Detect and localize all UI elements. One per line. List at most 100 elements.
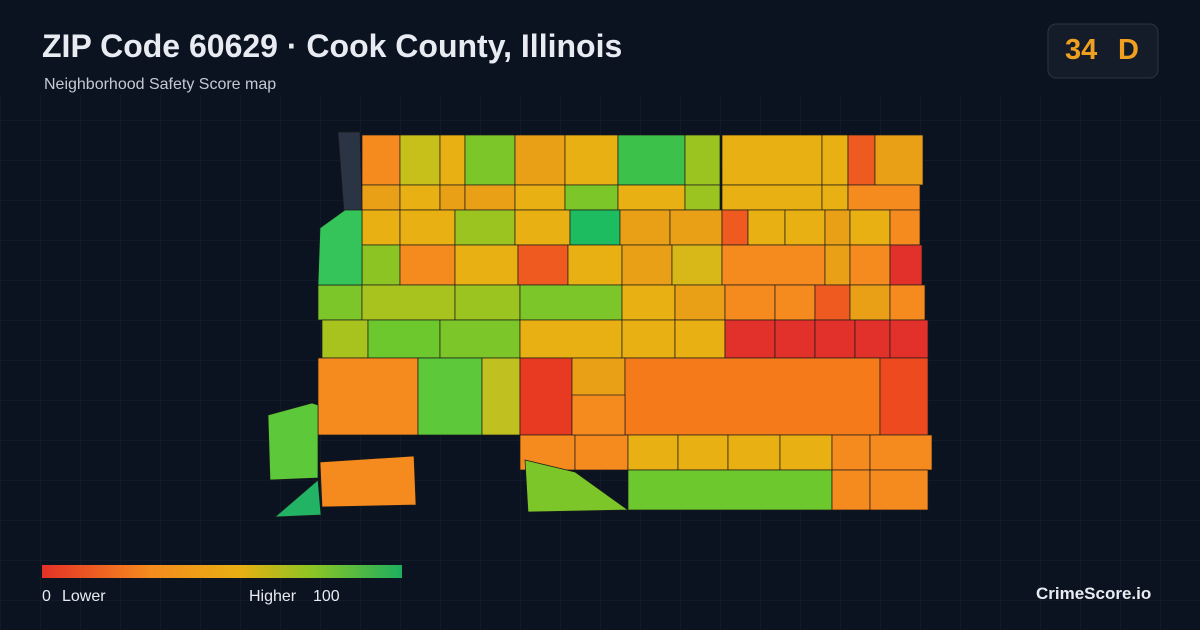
map-block: [684, 134, 721, 186]
map-block: [317, 209, 363, 286]
map-block: [721, 209, 749, 246]
subtitle: Neighborhood Safety Score map: [44, 76, 277, 93]
map-block: [267, 402, 319, 481]
map-block: [724, 319, 776, 359]
map-block: [564, 134, 619, 186]
map-block: [621, 284, 676, 321]
map-block: [824, 244, 851, 286]
map-block: [514, 184, 566, 211]
legend-min-label: Lower: [62, 588, 106, 605]
map-block: [481, 357, 521, 436]
map-block: [889, 209, 921, 246]
legend-max: 100: [313, 588, 340, 605]
map-block: [317, 357, 419, 436]
map-block: [439, 134, 466, 186]
map-block: [831, 434, 871, 471]
map-block: [627, 434, 679, 471]
map-block: [361, 184, 401, 211]
map-block: [321, 319, 369, 359]
map-block: [721, 134, 823, 186]
map-block: [774, 319, 816, 359]
map-block: [361, 209, 401, 246]
legend-max-label: Higher: [249, 588, 297, 605]
title: ZIP Code 60629 · Cook County, Illinois: [42, 28, 623, 64]
map-block: [814, 319, 856, 359]
map-block: [564, 184, 619, 211]
map-block: [831, 469, 871, 511]
map-block: [454, 244, 519, 286]
map-block: [619, 209, 671, 246]
map-block: [399, 244, 456, 286]
map-block: [361, 244, 401, 286]
map-block: [464, 184, 516, 211]
map-block: [439, 184, 466, 211]
map-block: [399, 209, 456, 246]
map-block: [821, 134, 849, 186]
map-block: [774, 284, 816, 321]
map-block: [869, 469, 929, 511]
map-block: [439, 319, 521, 359]
map-block: [674, 319, 726, 359]
map-block: [417, 357, 483, 436]
map-block: [621, 319, 676, 359]
map-block: [854, 319, 891, 359]
map-block: [684, 184, 721, 211]
map-block: [847, 184, 921, 211]
map-block: [889, 244, 923, 286]
map-block: [821, 184, 849, 211]
map-block: [824, 209, 851, 246]
map-block: [747, 209, 786, 246]
score-grade: D: [1118, 34, 1139, 66]
map-block: [727, 434, 781, 471]
map-block: [889, 284, 926, 321]
map-block: [274, 479, 322, 518]
map-block: [849, 244, 891, 286]
map-block: [514, 209, 571, 246]
map-block: [779, 434, 833, 471]
map-block: [514, 134, 566, 186]
map-block: [567, 244, 623, 286]
legend-bar: [42, 565, 402, 578]
map-block: [361, 284, 456, 321]
map-block: [869, 434, 933, 471]
map-block: [399, 184, 441, 211]
brand: CrimeScore.io: [1036, 584, 1152, 603]
map-blocks: [267, 131, 933, 518]
map-block: [617, 134, 686, 186]
score-badge: [1047, 23, 1159, 79]
map-block: [319, 455, 417, 508]
map-block: [617, 184, 686, 211]
map-block: [519, 357, 573, 436]
map-block: [361, 134, 401, 186]
score-value: 34: [1065, 34, 1098, 66]
map-block: [571, 394, 626, 436]
map-block: [574, 434, 629, 471]
map-block: [849, 209, 891, 246]
map-block: [569, 209, 621, 246]
map-block: [454, 209, 516, 246]
map-block: [889, 319, 929, 359]
map-block: [847, 134, 876, 186]
map-block: [367, 319, 441, 359]
map-block: [874, 134, 924, 186]
map-block: [849, 284, 891, 321]
map-block: [784, 209, 826, 246]
map-block: [524, 459, 630, 513]
map-block: [399, 134, 441, 186]
map-block: [519, 284, 623, 321]
legend-min: 0: [42, 588, 51, 605]
map-block: [669, 209, 723, 246]
map-block: [517, 244, 569, 286]
map-block: [519, 319, 623, 359]
map-block: [721, 184, 823, 211]
map-block: [317, 284, 363, 321]
map-block: [621, 244, 673, 286]
map-block: [721, 244, 826, 286]
map-block: [677, 434, 729, 471]
map-block: [454, 284, 521, 321]
map-block: [624, 357, 881, 436]
map-block: [724, 284, 776, 321]
map-block: [671, 244, 723, 286]
